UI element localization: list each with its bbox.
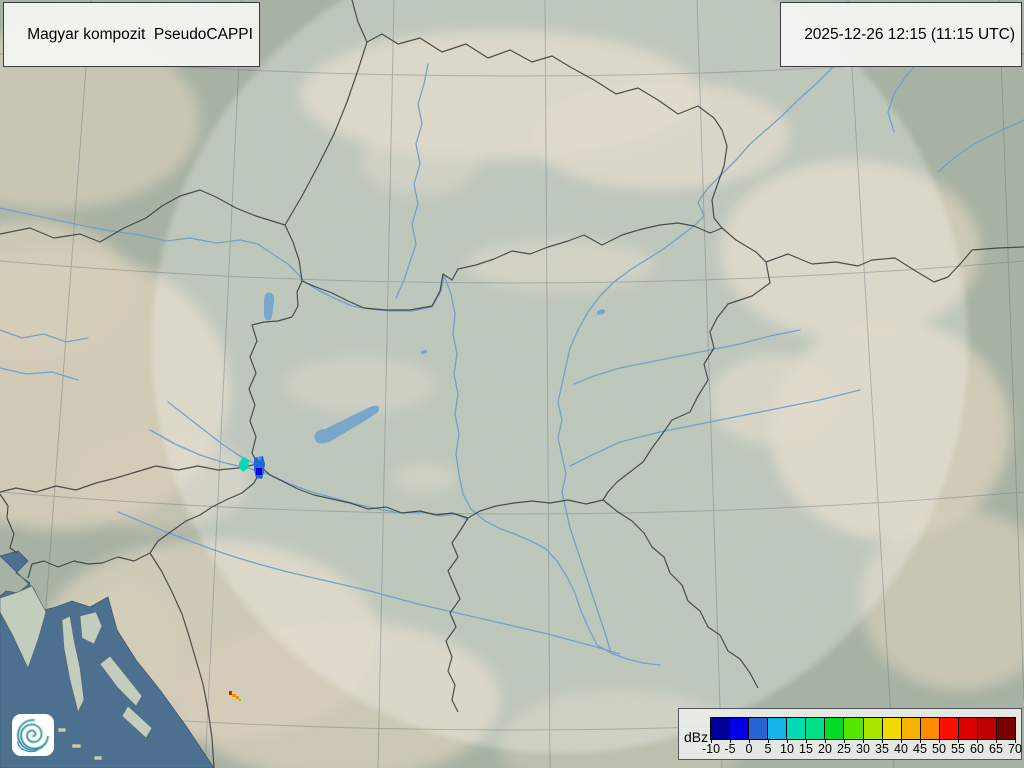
river-danube <box>0 207 661 666</box>
legend-colorbar <box>710 717 1016 740</box>
legend-color-cell <box>901 718 920 739</box>
legend-tick-label: 55 <box>951 742 965 756</box>
legend-tick-mark <box>806 739 807 743</box>
legend-color-cell <box>730 718 749 739</box>
river-mura <box>167 401 263 469</box>
legend-unit-label: dBz <box>684 729 709 745</box>
legend-color-cell <box>768 718 787 739</box>
radar-echoes <box>229 456 265 701</box>
legend-color-cell <box>825 718 844 739</box>
lakes <box>264 292 606 444</box>
river-vah <box>395 63 429 299</box>
legend-tick-label: 5 <box>764 742 772 756</box>
legend-color-cell <box>882 718 901 739</box>
river-tisza <box>557 47 853 651</box>
legend-tick-mark <box>863 739 864 743</box>
legend-color-cell <box>863 718 882 739</box>
legend-tick-mark <box>1015 739 1016 743</box>
river-koros <box>573 329 801 385</box>
product-title: Magyar kompozit PseudoCAPPI <box>27 26 253 43</box>
legend-color-cell <box>977 718 996 739</box>
spiral-logo-icon <box>16 718 50 753</box>
legend-color-cell <box>787 718 806 739</box>
legend-tick-label: 35 <box>875 742 889 756</box>
legend-tick-label: 65 <box>989 742 1003 756</box>
legend-tick-mark <box>996 739 997 743</box>
river-maros <box>569 389 861 467</box>
legend-color-cell <box>749 718 768 739</box>
radar-coverage-disc <box>152 0 968 753</box>
timestamp: 2025-12-26 12:15 (11:15 UTC) <box>804 26 1015 43</box>
river-alpine-2 <box>0 367 79 381</box>
legend-tick-label: 60 <box>970 742 984 756</box>
legend-tick-mark <box>730 739 731 743</box>
legend-tick-mark <box>958 739 959 743</box>
product-title-box: Magyar kompozit PseudoCAPPI <box>3 2 260 67</box>
legend-color-cell <box>711 718 730 739</box>
legend-tick-label: -5 <box>724 742 736 756</box>
lake-balaton <box>314 405 380 444</box>
legend-tick-mark <box>920 739 921 743</box>
legend-tick-mark <box>825 739 826 743</box>
legend-tick-label: 50 <box>932 742 946 756</box>
legend-tick-mark <box>768 739 769 743</box>
legend-tick-label: 15 <box>799 742 813 756</box>
legend-tick-label: -10 <box>701 742 721 756</box>
legend-tick-label: 25 <box>837 742 851 756</box>
legend-tick-mark <box>787 739 788 743</box>
river-sava <box>117 511 621 655</box>
legend-color-cell <box>806 718 825 739</box>
legend-color-cell <box>958 718 977 739</box>
rivers <box>0 39 1024 666</box>
dbz-legend: dBz -10 -5 0 5 10 15 20 25 30 35 40 45 50 55 60 65 70 <box>678 708 1022 760</box>
legend-tick-label: 0 <box>745 742 753 756</box>
legend-color-cell <box>939 718 958 739</box>
legend-tick-label: 70 <box>1008 742 1022 756</box>
legend-tick-mark <box>711 739 712 743</box>
legend-tick-mark <box>939 739 940 743</box>
legend-color-cell <box>844 718 863 739</box>
river-alpine-1 <box>0 329 89 343</box>
lake-tisza <box>596 309 606 315</box>
timestamp-box: 2025-12-26 12:15 (11:15 UTC) <box>779 2 1022 67</box>
legend-tick-label: 20 <box>818 742 832 756</box>
adriatic-sea <box>0 550 215 768</box>
legend-tick-label: 40 <box>894 742 908 756</box>
legend-tick-mark <box>977 739 978 743</box>
legend-tick-label: 10 <box>780 742 794 756</box>
river-upper-ne <box>937 119 1024 173</box>
legend-tick-mark <box>844 739 845 743</box>
lake-neusiedl <box>264 292 275 321</box>
legend-color-cell <box>920 718 939 739</box>
legend-tick-label: 45 <box>913 742 927 756</box>
legend-tick-label: 30 <box>856 742 870 756</box>
legend-tick-mark <box>901 739 902 743</box>
legend-tick-mark <box>882 739 883 743</box>
adriatic-islands <box>57 611 153 761</box>
lake-velence <box>420 349 428 355</box>
hungaromet-logo <box>12 714 54 756</box>
istria-peninsula <box>0 585 47 669</box>
legend-color-cell <box>996 718 1015 739</box>
legend-tick-mark <box>749 739 750 743</box>
